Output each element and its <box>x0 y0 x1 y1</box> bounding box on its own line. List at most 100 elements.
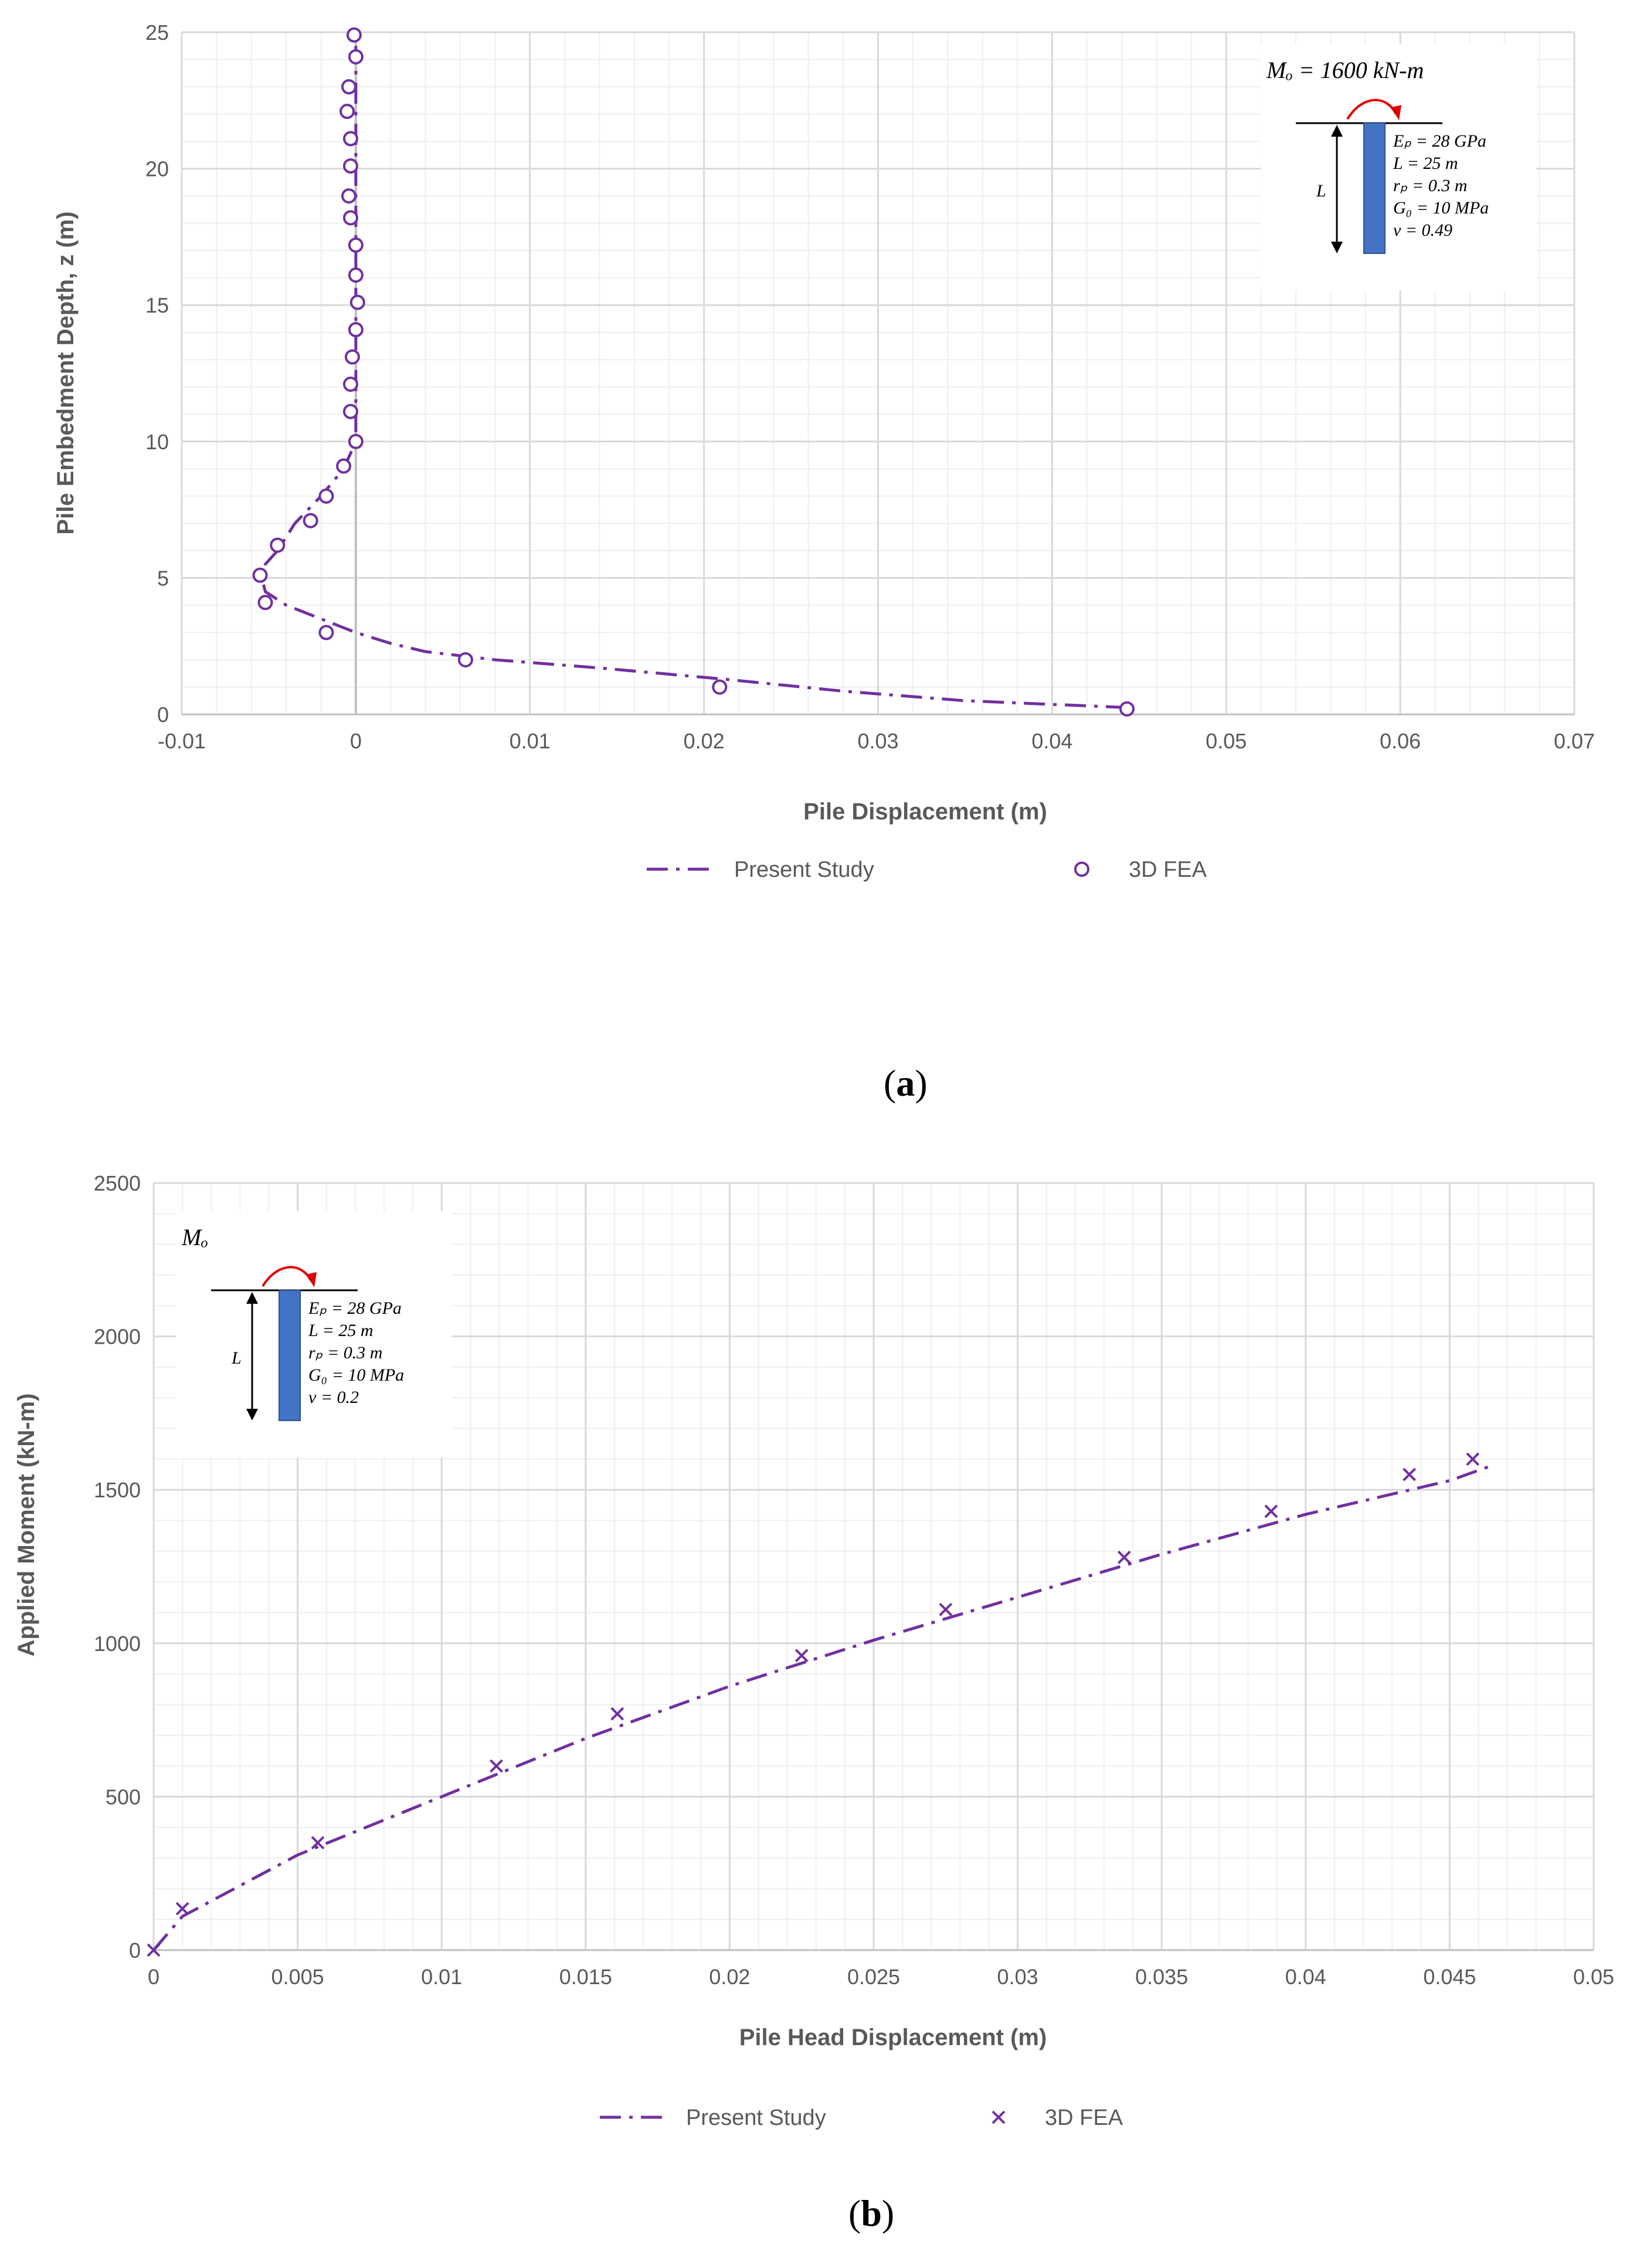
y-tick-label: 0 <box>157 703 169 727</box>
pile-diagram-inset: Mₒ L Eₚ = 28 GPa L = 25 m rₚ = 0.3 m G₀ = 10 … <box>176 1211 451 1457</box>
pile-shape <box>1363 123 1386 254</box>
inset-property: Eₚ = 28 GPa <box>308 1299 402 1318</box>
legend-label-fea: 3D FEA <box>1045 2106 1123 2130</box>
fea-point <box>1264 1504 1278 1518</box>
x-tick-label: 0.035 <box>1135 1965 1188 1989</box>
fea-point <box>270 537 286 553</box>
x-tick-label: 0.02 <box>709 1965 750 1989</box>
x-tick-label: 0.045 <box>1423 1965 1476 1989</box>
fea-point <box>712 679 728 695</box>
x-tick-label: 0.04 <box>1285 1965 1326 1989</box>
inset-length-label: L <box>1316 181 1326 201</box>
fea-point <box>346 27 362 43</box>
legend-marker-stroke <box>992 2110 1006 2124</box>
y-axis-title: Pile Embedment Depth, z (m) <box>53 211 79 534</box>
moment-arrowhead <box>1391 105 1401 120</box>
x-tick-label: 0.03 <box>857 729 898 753</box>
inset-property: rₚ = 0.3 m <box>308 1343 382 1362</box>
fea-point <box>1403 1467 1417 1482</box>
inset-property: ν = 0.2 <box>308 1388 359 1407</box>
present-study-line <box>260 46 1128 709</box>
major-gridlines <box>152 1182 1595 1951</box>
fea-point <box>147 1943 161 1957</box>
inset-property: ν = 0.49 <box>1393 221 1452 240</box>
y-tick-label: 1500 <box>94 1478 141 1502</box>
y-tick-label: 500 <box>106 1785 141 1809</box>
inset-background <box>176 1211 451 1457</box>
present-study-line <box>152 1463 1493 1951</box>
pile-diagram-inset: Mₒ = 1600 kN-m L Eₚ = 28 GPa L = 25 m rₚ = 0… <box>1261 44 1536 290</box>
y-axis-title: Applied Moment (kN-m) <box>13 1394 39 1657</box>
x-axis-title: Pile Head Displacement (m) <box>739 2025 1047 2050</box>
y-tick-label: 0 <box>129 1938 141 1962</box>
fea-point <box>1119 701 1135 717</box>
fea-point-stroke <box>1117 1550 1131 1564</box>
fea-point <box>348 267 364 283</box>
fea-point <box>1466 1452 1480 1466</box>
pile-shape <box>279 1290 301 1421</box>
fea-point-stroke <box>1264 1504 1278 1518</box>
fea-point <box>342 404 358 419</box>
legend: Present Study 3D FEA <box>647 857 1207 882</box>
moment-arrowhead <box>306 1272 317 1287</box>
fea-point <box>348 49 364 65</box>
y-tick-label: 20 <box>145 157 169 181</box>
fea-point <box>303 513 318 528</box>
fea-point-stroke <box>794 1649 809 1663</box>
x-tick-label: 0 <box>350 729 362 753</box>
fea-point <box>794 1649 809 1663</box>
fea-point <box>457 652 473 667</box>
panel-label: (a) <box>884 1062 928 1104</box>
fea-point-stroke <box>939 1602 953 1616</box>
length-arrowhead-bottom <box>246 1409 258 1421</box>
fea-point <box>349 294 365 310</box>
x-axis-title: Pile Displacement (m) <box>803 799 1047 825</box>
x-tick-label: 0 <box>148 1965 159 1989</box>
fea-point <box>344 349 360 365</box>
chart-b: 0 0.005 0.01 0.015 0.02 0.025 0.03 0.035 0.04 0.0… <box>13 1171 1614 2234</box>
x-tick-label: 0.025 <box>847 1965 900 1989</box>
legend: Present Study 3D FEA <box>600 2106 1123 2130</box>
fea-point <box>939 1602 953 1616</box>
fea-point <box>318 625 334 640</box>
fea-point-stroke <box>175 1901 189 1916</box>
fea-point <box>490 1759 503 1773</box>
legend-marker-fea <box>1074 862 1089 877</box>
fea-markers <box>252 27 1135 717</box>
inset-length-label: L <box>231 1348 242 1368</box>
y-tick-label: 25 <box>145 21 169 45</box>
x-tick-label: 0.02 <box>684 729 725 753</box>
y-tick-label: 10 <box>145 430 169 454</box>
inset-property: rₚ = 0.3 m <box>1393 176 1467 195</box>
fea-point <box>342 377 358 392</box>
inset-property: L = 25 m <box>1393 154 1458 173</box>
legend-label-fea: 3D FEA <box>1129 857 1207 882</box>
fea-point-stroke <box>311 1836 325 1850</box>
fea-point <box>342 131 358 147</box>
fea-point <box>252 567 268 583</box>
x-tick-label: -0.01 <box>158 729 206 753</box>
fea-point <box>318 488 334 504</box>
x-tick-label: 0.01 <box>421 1965 462 1989</box>
x-tick-label: 0.06 <box>1380 729 1421 753</box>
x-tick-label: 0.005 <box>271 1965 324 1989</box>
x-tick-label: 0.05 <box>1206 729 1247 753</box>
fea-point <box>175 1901 189 1916</box>
fea-point-stroke <box>610 1707 624 1721</box>
inset-property: G₀ = 10 MPa <box>1393 198 1489 218</box>
inset-property: L = 25 m <box>308 1321 374 1340</box>
legend-label-present-study: Present Study <box>686 2106 826 2130</box>
y-tick-label: 15 <box>145 293 169 317</box>
fea-point <box>339 103 355 119</box>
length-arrowhead-top <box>246 1292 258 1304</box>
x-tick-label: 0.04 <box>1031 729 1072 753</box>
x-tick-label: 0.015 <box>559 1965 612 1989</box>
fea-point <box>342 210 358 226</box>
chart-a: -0.01 0 0.01 0.02 0.03 0.04 0.05 0.06 0.07051015… <box>53 21 1595 1104</box>
fea-point <box>311 1836 325 1850</box>
inset-moment-label: Mₒ = 1600 kN-m <box>1266 57 1424 83</box>
inset-background <box>1261 44 1536 290</box>
x-tick-label: 0.01 <box>510 729 551 753</box>
inset-property: Eₚ = 28 GPa <box>1393 131 1486 151</box>
